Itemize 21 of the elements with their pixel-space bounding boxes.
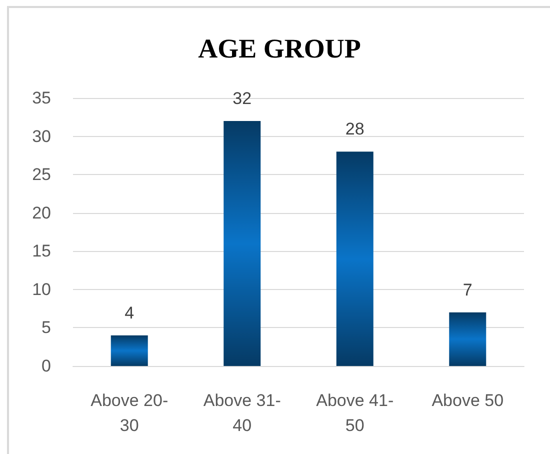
data-label: 7 <box>462 280 472 300</box>
x-tick-label: Above 41-50 <box>316 391 394 435</box>
y-tick-label: 30 <box>32 126 51 146</box>
y-tick-label: 5 <box>42 318 51 338</box>
x-tick-label: Above 50 <box>432 391 504 410</box>
y-tick-label: 15 <box>32 242 51 261</box>
y-tick-label: 20 <box>32 203 51 222</box>
bar <box>110 335 148 366</box>
x-tick-label: Above 20-30 <box>90 391 168 435</box>
data-label: 32 <box>232 88 252 108</box>
x-tick-label: Above 31-40 <box>203 391 281 435</box>
chart-title: AGE GROUP <box>198 34 361 64</box>
bar <box>336 152 374 366</box>
bar <box>224 120 261 366</box>
data-label: 28 <box>345 120 364 139</box>
y-tick-label: 0 <box>42 356 51 376</box>
data-label: 4 <box>124 303 134 322</box>
bar <box>449 312 486 366</box>
y-tick-label: 35 <box>32 88 51 108</box>
y-tick-label: 25 <box>32 165 51 184</box>
y-tick-label: 10 <box>32 280 51 299</box>
